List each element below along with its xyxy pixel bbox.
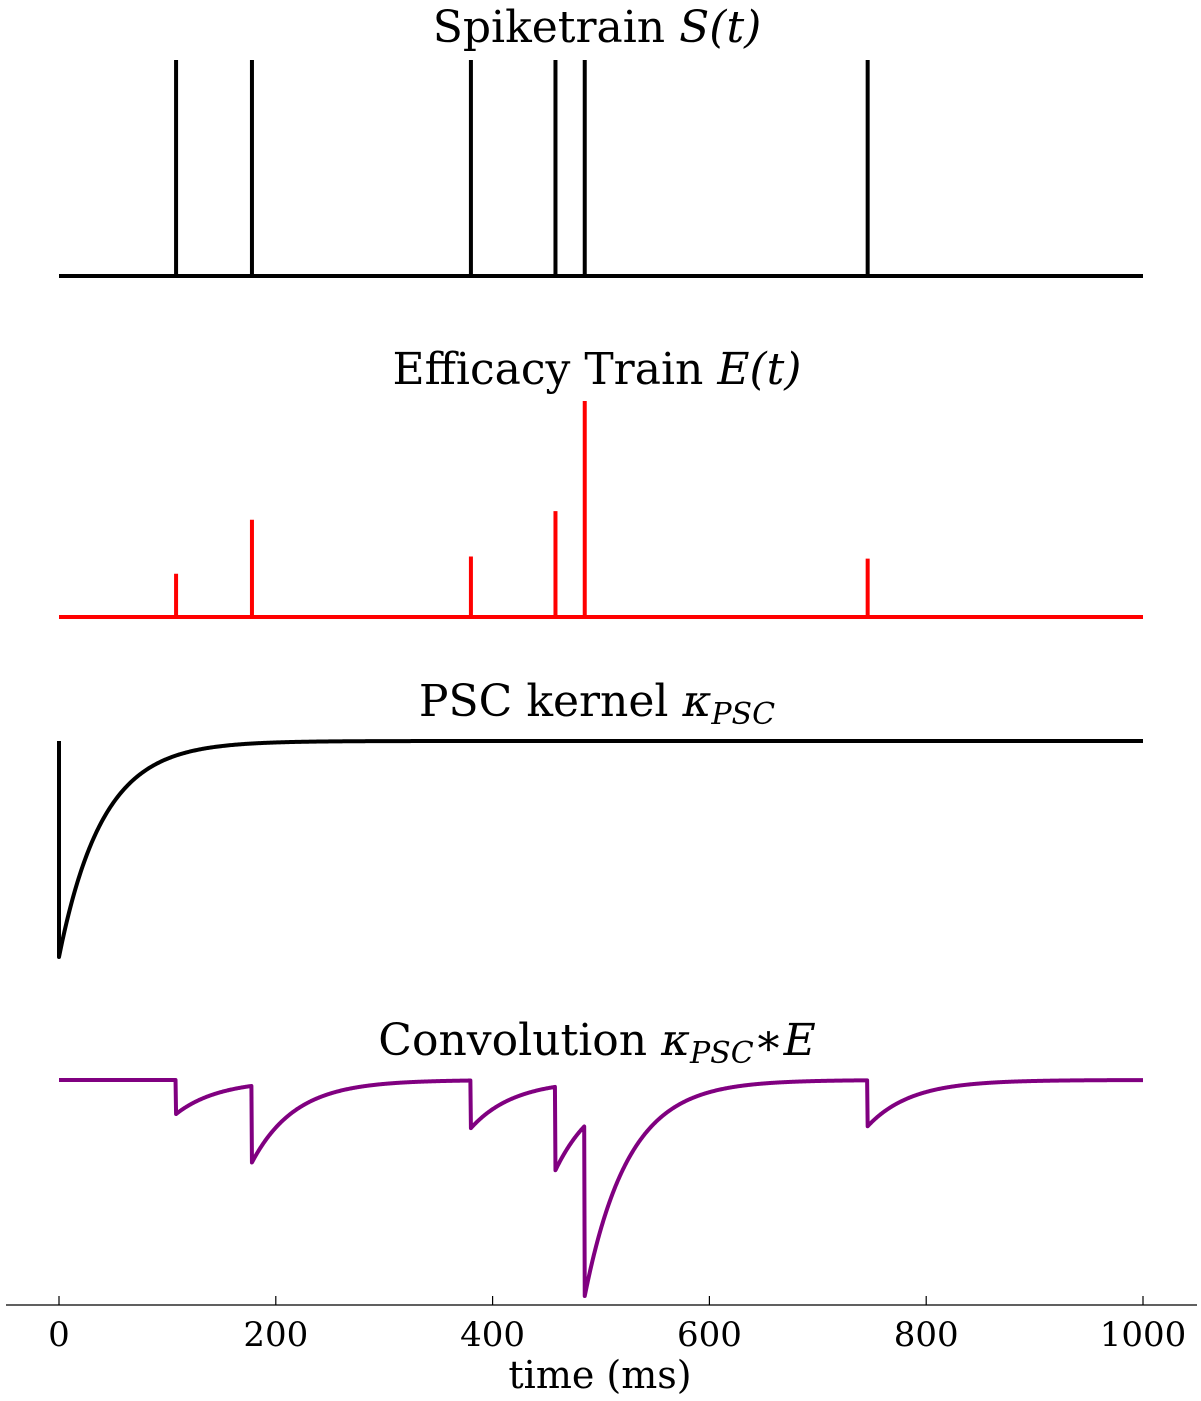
panel-efficacy: Efficacy Train E(t)	[59, 344, 1143, 619]
convolution-line	[57, 1078, 1145, 1298]
x-axis-label: time (ms)	[508, 1353, 691, 1397]
x-ticks: 0 200 400 600 800 1000	[48, 1296, 1186, 1355]
x-tick-label-600: 600	[677, 1315, 742, 1355]
panel-convolution: Convolution κPSC∗E	[57, 1015, 1145, 1298]
x-tick-label-1000: 1000	[1100, 1315, 1187, 1355]
kernel-line	[57, 739, 1144, 959]
x-tick-label-400: 400	[460, 1315, 525, 1355]
title-efficacy: Efficacy Train E(t)	[393, 344, 802, 395]
panel-spiketrain: Spiketrain S(t)	[59, 2, 1143, 278]
convolution-marks	[57, 1078, 1145, 1298]
x-axis: 0 200 400 600 800 1000 time (ms)	[6, 1296, 1197, 1397]
panel-kernel: PSC kernel κPSC	[57, 676, 1144, 959]
x-tick-label-0: 0	[48, 1315, 70, 1355]
kernel-marks	[57, 739, 1144, 959]
title-kernel: PSC kernel κPSC	[419, 676, 775, 732]
title-spiketrain: Spiketrain S(t)	[433, 2, 762, 53]
x-tick-label-800: 800	[894, 1315, 959, 1355]
x-tick-label-200: 200	[243, 1315, 308, 1355]
efficacy-marks	[59, 401, 1143, 619]
title-convolution: Convolution κPSC∗E	[378, 1015, 815, 1071]
spiketrain-marks	[59, 60, 1143, 278]
